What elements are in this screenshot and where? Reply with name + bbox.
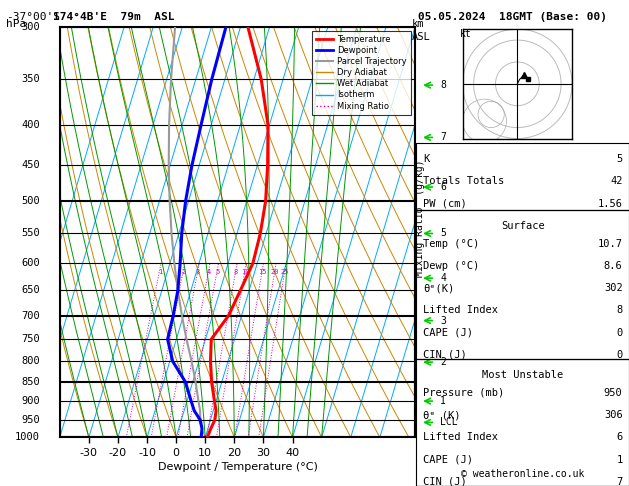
Text: 7: 7 [616, 477, 623, 486]
Text: CAPE (J): CAPE (J) [423, 454, 473, 465]
Text: Mixing Ratio  (g/kg): Mixing Ratio (g/kg) [415, 160, 425, 278]
Text: K: K [423, 154, 429, 164]
Text: 3: 3 [196, 269, 200, 275]
Text: 10: 10 [241, 269, 250, 275]
Text: 8: 8 [440, 80, 446, 90]
Text: Pressure (mb): Pressure (mb) [423, 388, 504, 398]
Text: 0: 0 [616, 328, 623, 338]
Text: Temp (°C): Temp (°C) [423, 239, 479, 249]
Text: 300: 300 [21, 22, 40, 32]
Text: 0: 0 [616, 350, 623, 360]
Text: 7: 7 [440, 132, 446, 142]
Text: Most Unstable: Most Unstable [482, 370, 564, 380]
Text: θᵉ (K): θᵉ (K) [423, 410, 460, 420]
Text: -37°00'S: -37°00'S [6, 12, 60, 22]
Text: 05.05.2024  18GMT (Base: 00): 05.05.2024 18GMT (Base: 00) [418, 12, 607, 22]
Text: 8.6: 8.6 [604, 261, 623, 271]
Text: Surface: Surface [501, 221, 545, 231]
Text: 950: 950 [21, 415, 40, 425]
Text: 700: 700 [21, 311, 40, 321]
Text: 650: 650 [21, 285, 40, 295]
Text: 5: 5 [440, 228, 446, 239]
Text: 3: 3 [440, 315, 446, 326]
Text: 2: 2 [440, 357, 446, 367]
Text: 450: 450 [21, 160, 40, 170]
Text: 2: 2 [181, 269, 186, 275]
Text: 20: 20 [271, 269, 279, 275]
Text: 550: 550 [21, 228, 40, 239]
Text: 8: 8 [234, 269, 238, 275]
Text: 1: 1 [616, 454, 623, 465]
Text: 800: 800 [21, 356, 40, 366]
Text: θᵉ(K): θᵉ(K) [423, 283, 454, 293]
Text: 1: 1 [440, 396, 446, 406]
Text: 8: 8 [616, 305, 623, 315]
Text: 600: 600 [21, 258, 40, 268]
Text: 350: 350 [21, 74, 40, 84]
Text: 42: 42 [610, 176, 623, 186]
Text: CIN (J): CIN (J) [423, 350, 467, 360]
Text: kt: kt [459, 29, 471, 39]
Text: 400: 400 [21, 120, 40, 130]
Text: 6: 6 [440, 182, 446, 192]
Text: 6: 6 [616, 433, 623, 442]
Text: 174°4B'E  79m  ASL: 174°4B'E 79m ASL [53, 12, 175, 22]
Text: 850: 850 [21, 377, 40, 387]
Text: 4: 4 [440, 273, 446, 283]
Text: 750: 750 [21, 334, 40, 344]
Text: Lifted Index: Lifted Index [423, 305, 498, 315]
Text: hPa: hPa [6, 19, 26, 30]
Text: 950: 950 [604, 388, 623, 398]
Text: LCL: LCL [440, 417, 458, 427]
Text: 1000: 1000 [15, 433, 40, 442]
X-axis label: Dewpoint / Temperature (°C): Dewpoint / Temperature (°C) [157, 462, 318, 472]
Text: © weatheronline.co.uk: © weatheronline.co.uk [461, 469, 584, 479]
Text: km: km [412, 19, 425, 30]
Text: CIN (J): CIN (J) [423, 477, 467, 486]
Text: Totals Totals: Totals Totals [423, 176, 504, 186]
Text: 500: 500 [21, 196, 40, 206]
Text: 10.7: 10.7 [598, 239, 623, 249]
Legend: Temperature, Dewpoint, Parcel Trajectory, Dry Adiabat, Wet Adiabat, Isotherm, Mi: Temperature, Dewpoint, Parcel Trajectory… [312, 31, 411, 115]
Text: Dewp (°C): Dewp (°C) [423, 261, 479, 271]
Text: 306: 306 [604, 410, 623, 420]
Text: 1.56: 1.56 [598, 198, 623, 208]
Text: Lifted Index: Lifted Index [423, 433, 498, 442]
Text: CAPE (J): CAPE (J) [423, 328, 473, 338]
Text: 15: 15 [259, 269, 267, 275]
Text: 5: 5 [616, 154, 623, 164]
Text: 5: 5 [215, 269, 220, 275]
Text: 4: 4 [207, 269, 211, 275]
Text: 1: 1 [158, 269, 162, 275]
Text: ASL: ASL [412, 32, 431, 42]
Text: 25: 25 [281, 269, 289, 275]
Text: PW (cm): PW (cm) [423, 198, 467, 208]
Text: 302: 302 [604, 283, 623, 293]
Text: 900: 900 [21, 397, 40, 406]
